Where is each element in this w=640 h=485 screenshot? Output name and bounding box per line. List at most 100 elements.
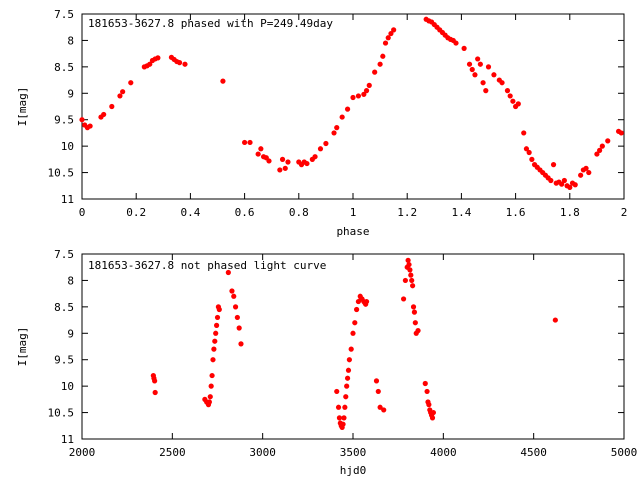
unphased-data-point <box>409 277 415 284</box>
phased-data-point <box>550 162 557 168</box>
unphased-data-point <box>408 272 414 278</box>
unphased-data-point <box>152 378 158 384</box>
unphased-data-point <box>212 338 218 344</box>
unphased-data-point <box>208 383 214 389</box>
phased-data-point <box>382 40 389 46</box>
unphased-data-point <box>232 304 239 310</box>
phased-x-tick-label: 1.8 <box>560 206 580 219</box>
unphased-data-point <box>352 320 358 326</box>
phased-data-point <box>578 172 584 178</box>
unphased-x-axis-label: hjd0 <box>340 464 367 477</box>
phased-chart-title: 181653-3627.8 phased with P=249.49day <box>88 17 333 30</box>
phased-y-tick-label: 7.5 <box>54 8 74 21</box>
unphased-data-point <box>373 378 380 384</box>
unphased-data-point <box>377 404 383 410</box>
unphased-x-tick-label: 3000 <box>249 446 276 459</box>
unphased-data-point <box>231 293 237 299</box>
phased-data-point <box>247 139 253 146</box>
phased-data-point <box>523 146 530 152</box>
phased-data-point <box>120 89 126 95</box>
unphased-data-point <box>206 399 212 405</box>
unphased-data-point <box>334 388 340 395</box>
phased-x-tick-label: 1.6 <box>506 206 526 219</box>
unphased-data-point <box>412 320 418 326</box>
phased-data-point <box>79 117 85 123</box>
phased-data-point <box>515 101 521 107</box>
phased-data-point <box>312 154 318 160</box>
phased-data-point <box>461 45 467 51</box>
unphased-data-point <box>336 415 343 421</box>
unphased-data-point <box>345 367 352 373</box>
unphased-x-tick-label: 4000 <box>430 446 457 459</box>
phased-x-tick-label: 0 <box>79 206 86 219</box>
phased-data-point <box>477 61 483 67</box>
phased-data-point <box>567 184 573 190</box>
unphased-data-point <box>410 283 416 289</box>
phased-data-point <box>176 60 183 66</box>
phased-x-tick-label: 0.6 <box>235 206 255 219</box>
unphased-data-point <box>400 296 407 302</box>
unphased-y-axis-label: I[mag] <box>16 327 29 367</box>
phased-data-point <box>323 140 329 147</box>
phased-data-point <box>117 93 123 99</box>
phased-y-tick-label: 9 <box>67 87 74 100</box>
phased-x-tick-label: 1.2 <box>397 206 417 219</box>
unphased-data-point <box>407 267 413 273</box>
phased-data-point <box>155 55 161 61</box>
unphased-data-point <box>211 346 217 352</box>
phased-data-point <box>266 158 272 164</box>
phased-data-point <box>385 35 391 41</box>
phased-data-point <box>285 159 291 165</box>
unphased-data-point <box>429 415 436 421</box>
unphased-x-tick-label: 3500 <box>340 446 367 459</box>
unphased-data-point <box>229 288 235 294</box>
phased-data-point <box>355 93 362 99</box>
phased-x-tick-label: 0.8 <box>289 206 309 219</box>
unphased-data-point <box>405 257 411 263</box>
phased-x-tick-label: 0.4 <box>180 206 200 219</box>
phased-x-tick-label: 0.2 <box>126 206 146 219</box>
unphased-data-point <box>335 404 342 410</box>
phased-data-point <box>548 177 554 184</box>
phased-data-point <box>350 94 356 101</box>
phased-data-point <box>372 69 378 75</box>
phased-data-point <box>388 30 394 37</box>
phased-data-point <box>366 82 372 88</box>
phased-data-point <box>147 61 153 67</box>
unphased-data-point <box>209 372 215 379</box>
phased-data-point <box>597 147 603 153</box>
unphased-x-tick-label: 4500 <box>520 446 547 459</box>
unphased-data-point <box>213 322 220 328</box>
phased-data-point <box>529 156 535 162</box>
phased-data-point <box>453 40 459 46</box>
phased-data-point <box>483 88 489 94</box>
unphased-data-point <box>207 394 213 400</box>
phased-data-point <box>526 149 532 156</box>
phased-data-point <box>87 123 93 129</box>
phased-data-point <box>279 156 286 162</box>
phased-data-point <box>339 114 345 120</box>
phased-data-point <box>499 80 505 86</box>
unphased-data-point <box>348 346 354 352</box>
phased-data-point <box>605 138 611 144</box>
unphased-x-tick-label: 2500 <box>159 446 186 459</box>
unphased-data-point <box>422 380 428 387</box>
unphased-data-point <box>344 375 351 381</box>
phased-data-point <box>377 61 383 67</box>
phased-data-point <box>472 72 478 78</box>
phased-data-point <box>507 93 513 99</box>
phased-data-point <box>618 130 624 136</box>
phased-x-tick-label: 1 <box>350 206 357 219</box>
unphased-data-point <box>402 277 408 284</box>
unphased-data-point <box>381 407 387 413</box>
phased-y-tick-label: 10 <box>61 140 74 153</box>
phased-data-point <box>363 88 370 94</box>
phased-data-point <box>491 72 497 78</box>
phased-data-point <box>334 125 340 131</box>
phased-data-point <box>466 61 473 67</box>
unphased-data-point <box>236 325 242 331</box>
phased-y-tick-label: 11 <box>61 193 74 206</box>
phased-data-point <box>583 165 589 171</box>
